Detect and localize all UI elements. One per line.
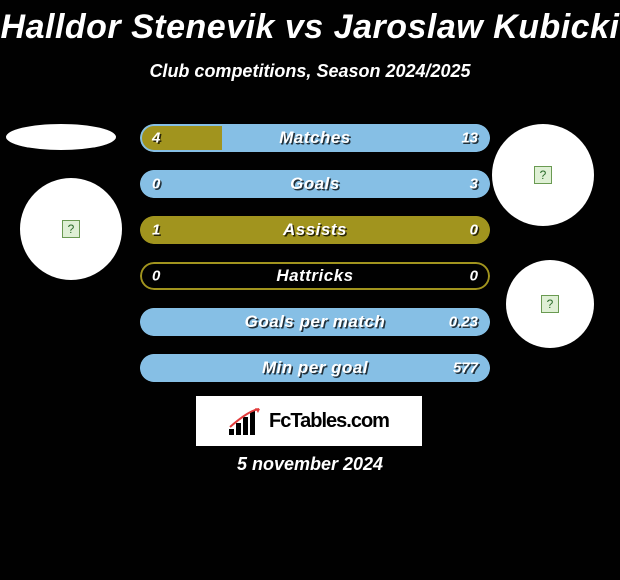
- club-logo-right-1: ?: [492, 124, 594, 226]
- bar-value-right: 0: [470, 222, 478, 239]
- bar-label: Matches: [140, 128, 490, 148]
- bar-label: Assists: [140, 220, 490, 240]
- bar-label: Goals per match: [140, 312, 490, 332]
- bar-value-left: 4: [152, 130, 160, 147]
- stat-bar-row: Min per goal577: [140, 354, 490, 382]
- brand-box: FcTables.com: [196, 396, 422, 446]
- bar-value-left: 0: [152, 268, 160, 285]
- stat-bar-row: Hattricks0 0: [140, 262, 490, 290]
- bar-label: Goals: [140, 174, 490, 194]
- stat-bar-row: Goals per match0.23: [140, 308, 490, 336]
- club-logo-left: ?: [20, 178, 122, 280]
- image-placeholder-icon: ?: [62, 220, 80, 238]
- bar-value-left: 1: [152, 222, 160, 239]
- stat-bar-row: Assists1 0: [140, 216, 490, 244]
- bar-value-right: 0: [470, 268, 478, 285]
- date-label: 5 november 2024: [0, 454, 620, 475]
- bar-value-left: 0: [152, 176, 160, 193]
- page-subtitle: Club competitions, Season 2024/2025: [0, 61, 620, 82]
- bar-value-right: 3: [470, 176, 478, 193]
- bar-label: Hattricks: [140, 266, 490, 286]
- image-placeholder-icon: ?: [541, 295, 559, 313]
- ellipse-decor-left: [6, 124, 116, 150]
- fctables-logo-icon: [229, 407, 263, 435]
- bar-label: Min per goal: [140, 358, 490, 378]
- page-title: Halldor Stenevik vs Jaroslaw Kubicki: [0, 0, 620, 47]
- image-placeholder-icon: ?: [534, 166, 552, 184]
- stats-bars: Matches413Goals03Assists10Hattricks00Goa…: [140, 124, 490, 400]
- stat-bar-row: Matches4 13: [140, 124, 490, 152]
- bar-value-right: 0.23: [449, 314, 478, 331]
- bar-value-right: 13: [461, 130, 478, 147]
- club-logo-right-2: ?: [506, 260, 594, 348]
- brand-text: FcTables.com: [269, 410, 389, 433]
- stat-bar-row: Goals0 3: [140, 170, 490, 198]
- bar-value-right: 577: [453, 360, 478, 377]
